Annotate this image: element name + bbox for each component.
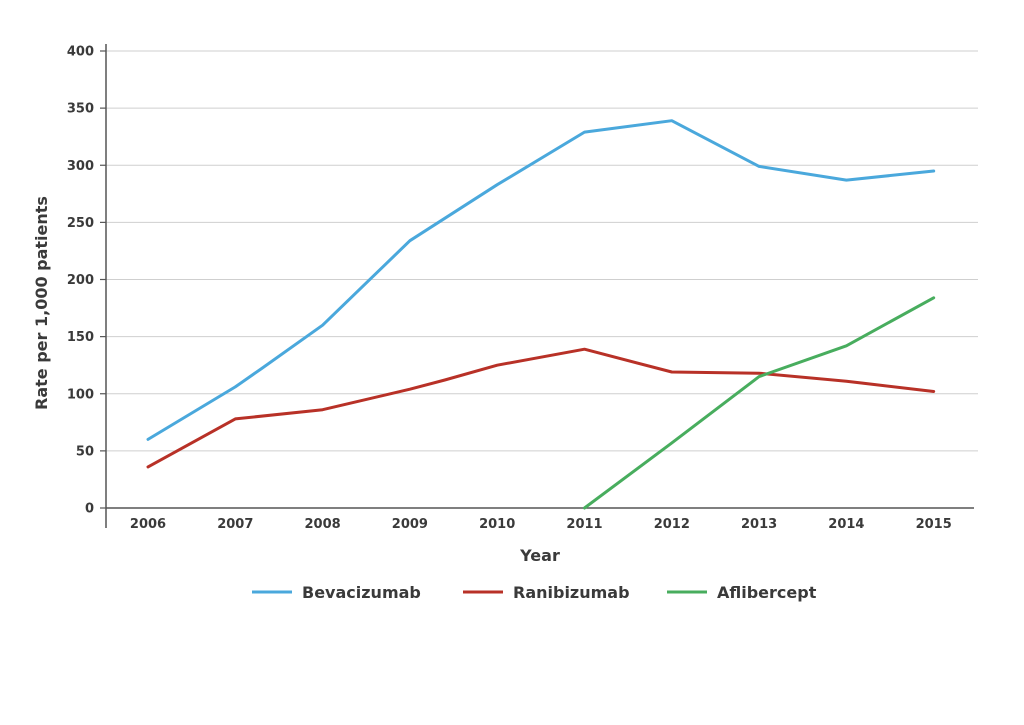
legend-item-aflibercept: Aflibercept [667,583,817,602]
y-tick-label: 350 [67,102,94,117]
y-axis-ticks: 0 50 100 150 200 250 300 350 400 [67,45,106,517]
y-tick-label: 0 [85,502,94,517]
legend-label: Ranibizumab [513,583,630,602]
legend-label: Aflibercept [717,583,817,602]
series-lines [146,119,936,510]
x-tick-label: 2014 [828,517,864,532]
y-tick-label: 150 [67,330,94,345]
y-tick-label: 100 [67,387,94,402]
series-line-bevacizumab [146,119,936,441]
y-tick-label: 400 [67,45,94,60]
x-axis-ticks: 2006 2007 2008 2009 2010 2011 2012 2013 2014 2015 [130,517,952,532]
y-axis-title: Rate per 1,000 patients [32,196,51,410]
y-tick-label: 300 [67,159,94,174]
legend-item-bevacizumab: Bevacizumab [252,583,421,602]
axes [105,44,974,528]
x-tick-label: 2015 [916,517,952,532]
y-tick-label: 200 [67,273,94,288]
x-axis-title: Year [519,546,560,565]
series-line-ranibizumab [146,347,936,469]
series-line-aflibercept [583,296,936,510]
x-tick-label: 2006 [130,517,166,532]
x-tick-label: 2013 [741,517,777,532]
legend-item-ranibizumab: Ranibizumab [463,583,630,602]
y-tick-label: 50 [76,444,94,459]
x-tick-label: 2012 [654,517,690,532]
x-tick-label: 2009 [392,517,428,532]
x-tick-label: 2007 [217,517,253,532]
gridlines [106,50,978,452]
y-tick-label: 250 [67,216,94,231]
x-tick-label: 2008 [305,517,341,532]
legend-label: Bevacizumab [302,583,421,602]
legend: Bevacizumab Ranibizumab Aflibercept [252,583,817,602]
x-tick-label: 2010 [479,517,515,532]
x-tick-label: 2011 [566,517,602,532]
